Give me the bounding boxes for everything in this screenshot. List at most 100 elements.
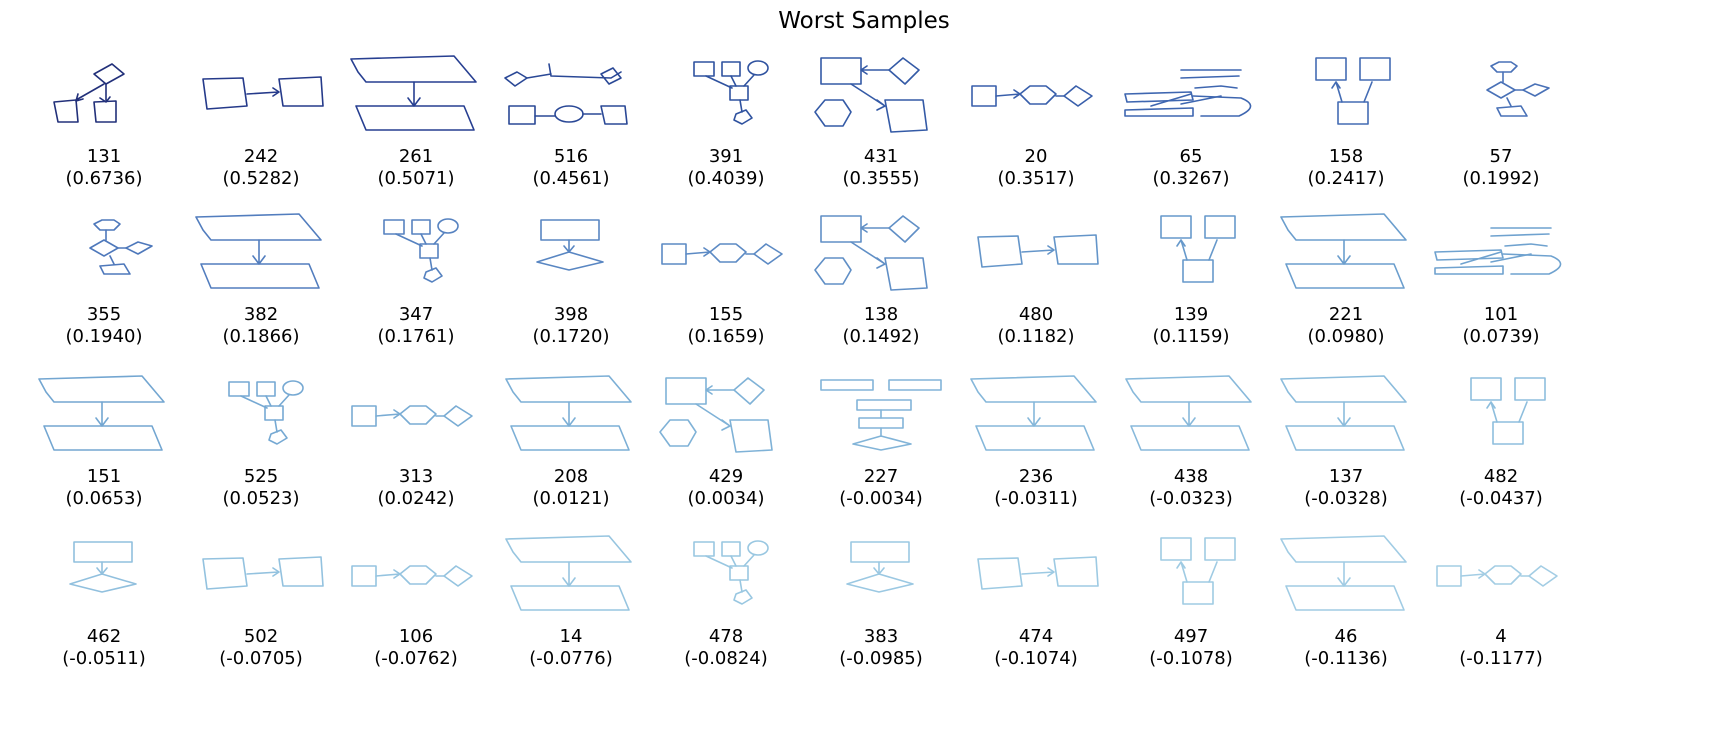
- flowchart-thumbnail: [89, 219, 153, 275]
- sketch-stroke: [99, 263, 131, 275]
- flowchart-thumbnail: [1470, 377, 1546, 445]
- sketch-stroke: [693, 541, 715, 557]
- flowchart-thumbnail: [814, 57, 928, 133]
- sample-cell: 137 (-0.0328): [1266, 370, 1426, 530]
- sketch-stroke: [721, 61, 741, 77]
- sketch-stroke: [970, 375, 1097, 403]
- sketch-stroke: [1285, 263, 1405, 289]
- sample-score: (0.6736): [65, 168, 143, 189]
- sample-id: 347: [398, 304, 434, 325]
- sample-score: (0.5282): [222, 168, 300, 189]
- sketch-stroke: [504, 71, 528, 87]
- flowchart-thumbnail: [1280, 213, 1407, 289]
- sample-score: (-0.0705): [219, 648, 303, 669]
- sample-id: 158: [1328, 146, 1364, 167]
- sketch-stroke: [1486, 401, 1528, 423]
- sketch-stroke: [350, 55, 477, 83]
- sample-score: (-0.0824): [684, 648, 768, 669]
- sample-score: (-0.1078): [1149, 648, 1233, 669]
- sketch-stroke: [383, 219, 405, 235]
- sample-id: 138: [863, 304, 899, 325]
- flowchart-thumbnail: [977, 556, 1099, 590]
- sketch-stroke: [423, 267, 443, 283]
- sketch-stroke: [1021, 567, 1055, 577]
- sketch-stroke: [1150, 85, 1238, 107]
- sketch-stroke: [729, 419, 773, 453]
- sketch-stroke: [200, 263, 320, 289]
- sample-score: (-0.0511): [62, 648, 146, 669]
- sample-id: 482: [1483, 466, 1519, 487]
- sketch-stroke: [1285, 425, 1405, 451]
- sample-cell: 398 (0.1720): [491, 208, 651, 368]
- sample-cell: 502 (-0.0705): [181, 530, 341, 690]
- sketch-stroke: [268, 429, 288, 445]
- sketch-stroke: [351, 405, 377, 427]
- sketch-stroke: [995, 89, 1065, 99]
- sample-score: (0.1940): [65, 326, 143, 347]
- sketch-stroke: [975, 425, 1095, 451]
- sketch-stroke: [526, 63, 622, 79]
- sketch-stroke: [93, 219, 121, 231]
- sketch-stroke: [820, 215, 862, 243]
- sample-cell: 155 (0.1659): [646, 208, 806, 368]
- sketch-stroke: [95, 401, 109, 427]
- sample-score: (-0.1074): [994, 648, 1078, 669]
- sample-score: (-0.0311): [994, 488, 1078, 509]
- sketch-stroke: [747, 540, 769, 556]
- sample-score: (0.0242): [377, 488, 455, 509]
- sketch-stroke: [693, 61, 715, 77]
- sketch-stroke: [125, 241, 153, 255]
- flowchart-thumbnail: [1124, 69, 1252, 117]
- sample-cell: 158 (0.2417): [1266, 50, 1426, 210]
- page-title: Worst Samples: [778, 8, 950, 34]
- sample-id: 20: [1024, 146, 1048, 167]
- sample-score: (-0.0776): [529, 648, 613, 669]
- sample-id: 382: [243, 304, 279, 325]
- sample-score: (0.0523): [222, 488, 300, 509]
- sketch-stroke: [252, 239, 266, 265]
- flowchart-thumbnail: [504, 63, 628, 125]
- sample-score: (0.0121): [532, 488, 610, 509]
- sample-score: (0.1992): [1462, 168, 1540, 189]
- sample-id: 106: [398, 626, 434, 647]
- flowchart-thumbnail: [228, 380, 304, 445]
- sketch-stroke: [562, 561, 576, 587]
- sample-score: (-0.1136): [1304, 648, 1388, 669]
- sketch-stroke: [884, 257, 928, 291]
- sample-id: 398: [553, 304, 589, 325]
- sketch-stroke: [282, 380, 304, 396]
- flowchart-thumbnail: [661, 243, 783, 265]
- sketch-stroke: [1019, 85, 1057, 105]
- flowchart-thumbnail: [505, 375, 632, 451]
- flowchart-thumbnail: [820, 379, 942, 451]
- sample-cell: 14 (-0.0776): [491, 530, 651, 690]
- sample-id: 462: [86, 626, 122, 647]
- sketch-stroke: [540, 219, 600, 241]
- sample-cell: 4 (-0.1177): [1421, 530, 1581, 690]
- sketch-stroke: [600, 105, 628, 125]
- sample-cell: 57 (0.1992): [1421, 50, 1581, 210]
- sample-cell: 438 (-0.0323): [1111, 370, 1271, 530]
- sketch-stroke: [554, 105, 584, 123]
- sample-score: (0.1866): [222, 326, 300, 347]
- sketch-stroke: [858, 417, 904, 429]
- sketch-stroke: [1125, 375, 1252, 403]
- sketch-stroke: [407, 81, 421, 107]
- sample-cell: 242 (0.5282): [181, 50, 341, 210]
- sketch-stroke: [873, 561, 885, 575]
- sketch-stroke: [1337, 101, 1369, 125]
- sketch-stroke: [733, 109, 753, 125]
- sketch-stroke: [884, 99, 928, 133]
- sample-id: 429: [708, 466, 744, 487]
- flowchart-thumbnail: [814, 215, 928, 291]
- flowchart-thumbnail: [1125, 375, 1252, 451]
- sketch-stroke: [1434, 249, 1504, 261]
- sample-cell: 208 (0.0121): [491, 370, 651, 530]
- sketch-stroke: [1063, 85, 1093, 107]
- sketch-stroke: [1502, 71, 1524, 107]
- sketch-stroke: [355, 105, 475, 131]
- sketch-stroke: [1492, 421, 1524, 445]
- sketch-stroke: [1160, 537, 1192, 561]
- flowchart-thumbnail: [1280, 375, 1407, 451]
- sketch-stroke: [1021, 245, 1055, 255]
